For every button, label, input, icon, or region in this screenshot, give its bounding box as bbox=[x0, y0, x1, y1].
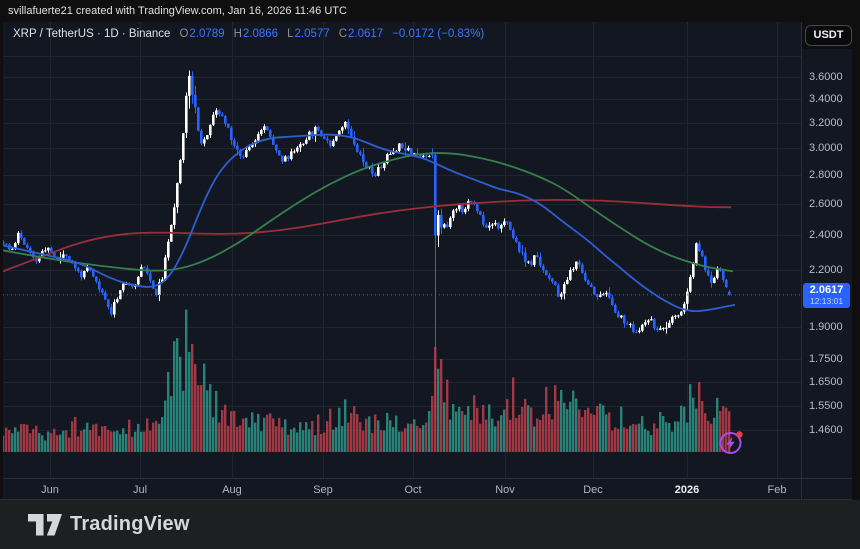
attribution-bar: svillafuerte21 created with TradingView.… bbox=[0, 0, 860, 22]
ohlc-high: H 2.0866 bbox=[233, 28, 279, 40]
price-tick-label: 1.9000 bbox=[809, 320, 843, 333]
lightning-bolt-glyph bbox=[726, 436, 735, 450]
time-tick-label: Jun bbox=[41, 484, 59, 496]
candles-layer bbox=[3, 70, 731, 420]
chart-background bbox=[3, 22, 852, 500]
last-price-badge: 2.0617 12:13:01 bbox=[803, 283, 850, 308]
gridlines bbox=[3, 22, 801, 478]
time-tick-label: Aug bbox=[222, 484, 242, 496]
symbol-legend[interactable]: XRP / TetherUS · 1D · Binance O 2.0789 H… bbox=[13, 28, 484, 40]
price-tick-label: 1.4600 bbox=[809, 423, 843, 436]
price-axis-separator bbox=[801, 22, 802, 500]
ohlc-close: C 2.0617 bbox=[338, 28, 384, 40]
last-price-value: 2.0617 bbox=[809, 284, 844, 296]
price-tick-label: 1.6500 bbox=[809, 375, 843, 388]
price-tick-label: 3.4000 bbox=[809, 93, 843, 106]
price-tick-label: 3.6000 bbox=[809, 70, 843, 83]
ma-slow-red bbox=[3, 199, 731, 273]
price-tick-label: 3.2000 bbox=[809, 116, 843, 129]
price-tick-label: 2.6000 bbox=[809, 198, 843, 211]
pane-bottom-border bbox=[3, 478, 852, 479]
currency-unit-button[interactable]: USDT bbox=[805, 25, 852, 46]
price-tick-label: 2.2000 bbox=[809, 263, 843, 276]
time-tick-label: Jul bbox=[132, 484, 148, 496]
price-tick-label: 3.0000 bbox=[809, 142, 843, 155]
time-tick-label: 2026 bbox=[674, 484, 700, 496]
ma-fast-blue bbox=[3, 133, 736, 312]
ohlc-low: L 2.0577 bbox=[287, 28, 330, 40]
volume-layer bbox=[3, 309, 731, 452]
time-tick-label: Nov bbox=[495, 484, 515, 496]
time-tick-label: Oct bbox=[404, 484, 422, 496]
footer-branding-bar: TradingView bbox=[0, 500, 860, 549]
time-tick-label: Dec bbox=[583, 484, 603, 496]
notification-dot bbox=[736, 431, 743, 438]
price-tick-label: 2.8000 bbox=[809, 169, 843, 182]
change-value: −0.0172 (−0.83%) bbox=[392, 28, 485, 40]
time-axis-border bbox=[0, 499, 852, 500]
tradingview-logo-icon[interactable] bbox=[28, 513, 62, 536]
tradingview-logo-text[interactable]: TradingView bbox=[70, 513, 190, 535]
ohlc-open: O 2.0789 bbox=[179, 28, 225, 40]
bar-countdown: 12:13:01 bbox=[809, 296, 844, 306]
symbol-title[interactable]: XRP / TetherUS · 1D · Binance bbox=[13, 28, 171, 40]
lightning-boost-icon[interactable] bbox=[715, 427, 747, 459]
time-tick-label: Sep bbox=[313, 484, 333, 496]
ma-mid-green bbox=[3, 152, 734, 273]
price-tick-label: 1.7500 bbox=[809, 352, 843, 365]
price-tick-label: 1.5500 bbox=[809, 400, 843, 413]
price-tick-label: 2.4000 bbox=[809, 229, 843, 242]
time-tick-label: Feb bbox=[767, 484, 787, 496]
attribution-text: svillafuerte21 created with TradingView.… bbox=[8, 5, 347, 17]
